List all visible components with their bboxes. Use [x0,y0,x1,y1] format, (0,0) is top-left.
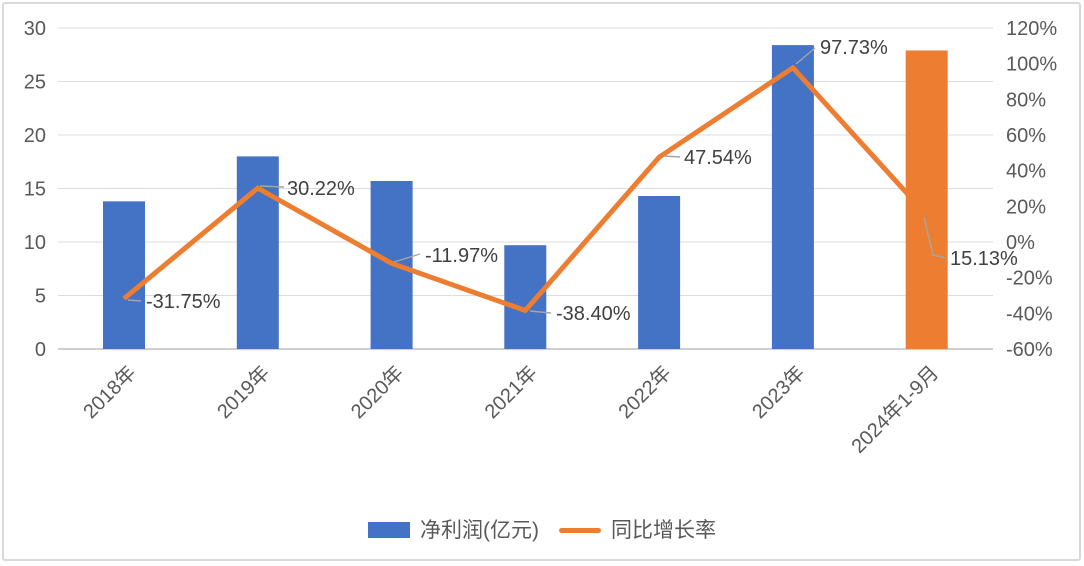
y-axis-right-ticks: -60% -40% -20% 0% 20% 40% 60% 80% 100% 120% [1006,18,1057,361]
gridlines [58,27,993,350]
right-axis-tick: 100% [1006,54,1057,76]
leader-line [923,216,947,259]
category-label: 2022年 [614,361,676,423]
bar [638,195,681,349]
left-axis-tick: 10 [24,232,46,254]
category-label: 2018年 [79,361,141,423]
growth-data-label: -11.97% [425,245,498,267]
growth-data-labels: -31.75% 30.22% -11.97% -38.40% 47.54% 97.73% 1… [146,37,1018,325]
growth-data-label: 30.22% [287,178,355,200]
legend-item-net-profit: 净利润(亿元) [368,520,539,541]
line-series-swatch [559,527,601,533]
right-axis-tick: 0% [1006,232,1035,254]
right-axis-tick: 60% [1006,125,1046,147]
growth-data-label: -38.40% [556,303,631,325]
category-label: 2020年 [346,361,408,423]
bar [771,45,814,350]
bar-series-net-profit [103,45,948,350]
category-label: 2023年 [748,361,810,423]
legend-label-growth-rate: 同比增长率 [611,518,716,542]
leader-line [795,47,816,65]
leader-line [529,310,552,314]
leader-line [259,185,285,188]
growth-data-label: 97.73% [820,37,888,59]
left-axis-tick: 15 [24,179,46,201]
legend-item-growth-rate: 同比增长率 [559,520,716,541]
y-axis-left-ticks: 0 5 10 15 20 25 30 [24,18,46,361]
legend: 净利润(亿元) 同比增长率 [0,514,1084,546]
right-axis-tick: -20% [1006,268,1053,290]
growth-data-label: -31.75% [146,291,221,313]
right-axis-tick: 40% [1006,161,1046,183]
growth-rate-line [122,64,929,314]
leader-line [663,155,681,158]
leader-line [127,299,142,302]
growth-data-label: 47.54% [684,147,752,169]
leader-line [393,253,421,263]
left-axis-tick: 20 [24,125,46,147]
right-axis-tick: 20% [1006,196,1046,218]
bar [103,201,145,349]
category-label: 2019年 [212,361,274,423]
left-axis-tick: 0 [35,339,46,361]
left-axis-tick: 5 [35,286,46,308]
category-label: 2021年 [480,361,542,423]
x-axis-category-labels: 2018年 2019年 2020年 2021年 2022年 2023年 2024年1-9月 [79,361,944,457]
right-axis-tick: -40% [1006,303,1053,325]
category-label: 2024年1-9月 [847,361,943,457]
left-axis-tick: 30 [24,18,46,40]
right-axis-tick: 120% [1006,18,1057,40]
label-leader-lines [127,47,947,314]
growth-data-label: 15.13% [950,248,1018,270]
left-axis-tick: 25 [24,72,46,94]
bar-series-swatch [368,522,410,538]
legend-label-net-profit: 净利润(亿元) [420,518,539,542]
right-axis-tick: 80% [1006,89,1046,111]
right-axis-tick: -60% [1006,339,1053,361]
